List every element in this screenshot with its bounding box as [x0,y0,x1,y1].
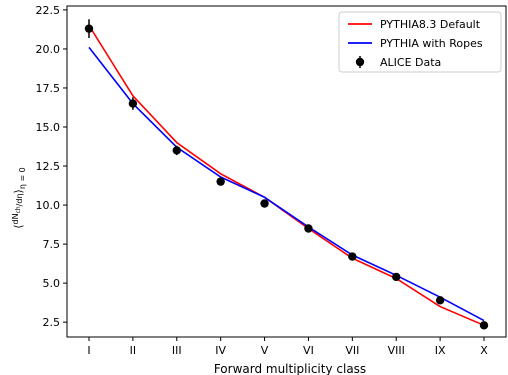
data-point [260,199,269,208]
legend-box [338,11,502,73]
x-axis-label: Forward multiplicity class [214,362,366,375]
y-tick-label: 17.5 [36,82,61,95]
data-point [435,296,445,305]
legend-label: ALICE Data [380,56,441,69]
data-point [479,321,489,330]
x-tick-label: VI [303,344,314,357]
data-point [348,252,357,261]
data-point [84,24,94,33]
data-point [392,272,401,282]
x-tick-label: VII [345,344,359,357]
x-tick-label: X [480,344,488,357]
x-tick-label: V [261,344,269,357]
axes-layer: 2.55.07.510.012.515.017.520.022.5I II III I… [36,4,507,357]
legend-label: PYTHIA with Ropes [380,37,483,50]
y-tick-label: 15.0 [36,121,61,134]
plot-layer [84,19,489,330]
x-tick-label: IX [435,344,446,357]
data-point [216,177,225,186]
y-tick-label: 22.5 [36,4,61,17]
data-point [128,99,138,108]
x-tick-label: I [87,344,90,357]
legend-label: PYTHIA8.3 Default [380,18,481,31]
x-tick-label: IV [215,344,226,357]
y-tick-label: 12.5 [36,160,61,173]
svg-text:⟨dNch/dη⟩η = 0: ⟨dNch/dη⟩η = 0 [11,167,27,229]
data-point [304,224,313,233]
series-line-2 [88,46,485,322]
y-axis-label: ⟨dNch/dη⟩η = 0 [11,167,27,229]
y-tick-label: 2.5 [43,316,61,329]
legend: PYTHIA8.3 Default PYTHIA with Ropes ALICE … [338,11,502,73]
x-tick-label: III [172,344,182,357]
x-tick-label: VIII [388,344,405,357]
x-tick-label: II [130,344,137,357]
legend-marker [355,57,365,67]
y-tick-label: 20.0 [36,43,61,56]
y-tick-label: 10.0 [36,199,61,212]
y-tick-label: 5.0 [43,277,61,290]
plot-frame [66,5,507,338]
y-tick-label: 7.5 [43,238,61,251]
data-point [172,146,181,155]
